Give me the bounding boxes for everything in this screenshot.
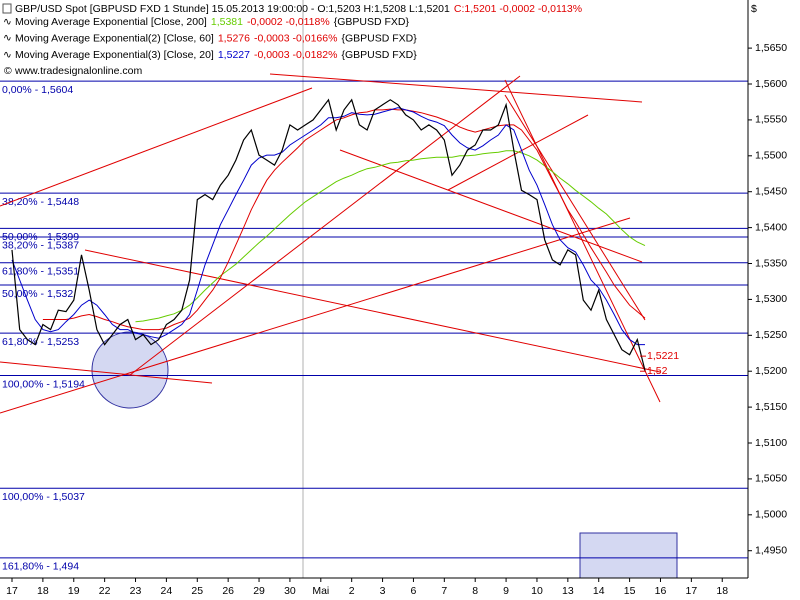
trend-line [339, 149, 643, 263]
highlight-circle [91, 331, 169, 409]
fib-label: 38,20% - 1,5448 [2, 196, 79, 208]
y-tick-label: 1,5000 [755, 509, 787, 521]
x-tick-label: 13 [562, 585, 574, 597]
x-tick-label: 29 [253, 585, 265, 597]
moving-average-line [135, 150, 646, 323]
x-tick-label: 16 [655, 585, 667, 597]
legend-last: 1,5227 [218, 49, 250, 61]
fib-label: 100,00% - 1,5037 [2, 491, 85, 503]
x-tick-label: 14 [593, 585, 605, 597]
x-tick-label: 2 [349, 585, 355, 597]
trend-line [504, 79, 661, 403]
legend-name: Moving Average Exponential [Close, 200] [15, 16, 207, 28]
x-tick-label: 25 [191, 585, 203, 597]
x-tick-label: 17 [686, 585, 698, 597]
legend-entry: Moving Average Exponential(2) [Close, 60… [15, 32, 417, 44]
x-tick-label: 8 [472, 585, 478, 597]
x-tick-label: 3 [380, 585, 386, 597]
x-tick-label: 15 [624, 585, 636, 597]
y-tick-label: 1,5250 [755, 329, 787, 341]
y-tick-label: 1,5050 [755, 473, 787, 485]
y-tick-label: 1,5200 [755, 365, 787, 377]
y-tick-label: 1,5650 [755, 42, 787, 54]
price-label: 1,5221 [647, 350, 679, 362]
legend-symbol: {GBPUSD FXD} [341, 49, 417, 61]
trend-lines [0, 73, 661, 414]
legend-last: 1,5381 [211, 16, 243, 28]
trend-line [129, 75, 521, 376]
fib-levels: 0,00% - 1,5604 38,20% - 1,5448 50,00% - 1,… [0, 80, 748, 573]
trend-line [0, 361, 213, 384]
x-tick-label: 7 [441, 585, 447, 597]
y-tick-label: 1,5300 [755, 293, 787, 305]
x-tick-label: 18 [716, 585, 728, 597]
legend-name: Moving Average Exponential(2) [Close, 60… [15, 32, 214, 44]
x-tick-label: 26 [222, 585, 234, 597]
fib-label: 50,00% - 1,532 [2, 288, 73, 300]
x-tick-label: 10 [531, 585, 543, 597]
legend-icon: ∿ [3, 49, 12, 61]
legend-name: Moving Average Exponential(3) [Close, 20… [15, 49, 214, 61]
trend-line [504, 94, 646, 321]
chart-icon [2, 3, 12, 14]
fib-label: 61,80% - 1,5253 [2, 336, 79, 348]
legend-change: -0,0003 -0,0166% [254, 32, 337, 44]
legend-entry: Moving Average Exponential [Close, 200] 1… [15, 16, 409, 28]
trend-line [0, 87, 313, 207]
legend-entry: Moving Average Exponential(3) [Close, 20… [15, 49, 417, 61]
y-tick-label: 1,5100 [755, 437, 787, 449]
x-tick-label: 9 [503, 585, 509, 597]
y-tick-label: 1,5450 [755, 185, 787, 197]
fib-label: 38,20% - 1,5387 [2, 240, 79, 252]
header: ∿ ∿ ∿ © www.tradesignalonline.com GBP/US… [2, 3, 582, 77]
x-tick-label: 18 [37, 585, 49, 597]
y-tick-label: 1,5400 [755, 221, 787, 233]
series-group [11, 98, 646, 371]
fib-label: 61,80% - 1,5351 [2, 266, 79, 278]
legend-change: -0,0002 -0,0118% [247, 16, 330, 28]
moving-average-line [42, 108, 646, 331]
trend-line [269, 73, 643, 103]
source: www.tradesignalonline.com [14, 65, 142, 77]
highlight-box [579, 532, 678, 579]
legend-icon: ∿ [3, 32, 12, 44]
y-tick-label: 1,5150 [755, 401, 787, 413]
x-tick-label: 22 [99, 585, 111, 597]
x-tick-label: 23 [130, 585, 142, 597]
legend-icon: ∿ [3, 16, 12, 28]
legend-symbol: {GBPUSD FXD} [334, 16, 410, 28]
x-tick-label: 30 [284, 585, 296, 597]
x-tick-label: 24 [161, 585, 173, 597]
y-tick-label: 1,5350 [755, 257, 787, 269]
y-tick-label: 1,5600 [755, 78, 787, 90]
currency-label: $ [751, 3, 757, 15]
source-icon: © [4, 65, 12, 77]
title-part: GBP/USD Spot [GBPUSD FXD 1 Stunde] 15.05… [15, 3, 450, 15]
trend-line [447, 114, 589, 191]
chart-title: GBP/USD Spot [GBPUSD FXD 1 Stunde] 15.05… [15, 3, 582, 15]
fib-label: 161,80% - 1,494 [2, 561, 79, 573]
y-tick-label: 1,5550 [755, 114, 787, 126]
title-part: C:1,5201 -0,0002 -0,0113% [454, 3, 582, 15]
x-tick-label: Mai [312, 585, 329, 597]
legend-change: -0,0003 -0,0182% [254, 49, 337, 61]
price-label: 1,52 [647, 365, 668, 377]
trend-line [84, 249, 661, 373]
x-tick-label: 19 [68, 585, 80, 597]
fib-label: 100,00% - 1,5194 [2, 378, 85, 390]
legend-symbol: {GBPUSD FXD} [341, 32, 417, 44]
y-tick-label: 1,4950 [755, 544, 787, 556]
y-tick-label: 1,5500 [755, 150, 787, 162]
price-line [11, 98, 646, 371]
x-tick-label: 17 [6, 585, 18, 597]
legend-last: 1,5276 [218, 32, 250, 44]
x-tick-label: 6 [411, 585, 417, 597]
trend-line [0, 217, 631, 414]
fib-label: 0,00% - 1,5604 [2, 84, 73, 96]
